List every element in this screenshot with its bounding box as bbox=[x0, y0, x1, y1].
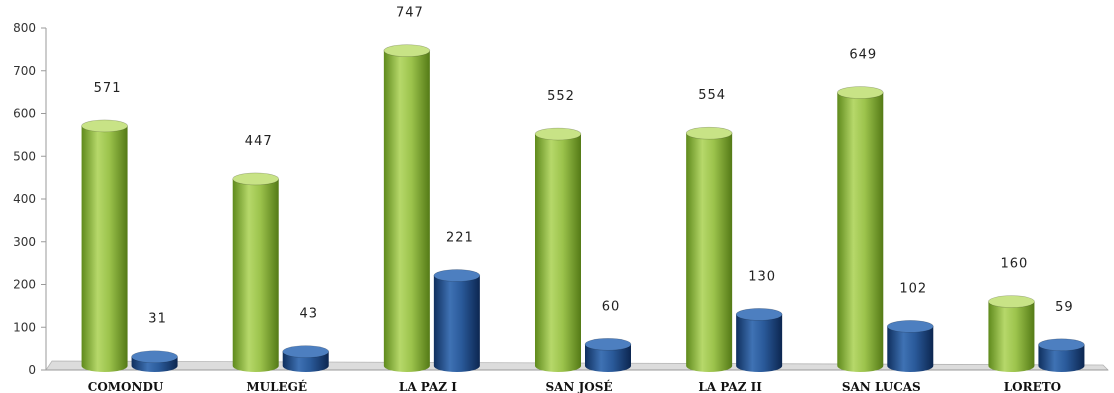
data-label: 554 bbox=[698, 88, 726, 103]
y-tick-label: 700 bbox=[13, 64, 36, 78]
category-labels: COMONDU MULEGÉ LA PAZ I SAN JOSÉ LA PAZ II SA… bbox=[88, 379, 1061, 393]
y-tick-label: 800 bbox=[13, 21, 36, 35]
data-label: 221 bbox=[446, 231, 474, 246]
bar-body bbox=[887, 326, 934, 372]
x-tick-label: LA PAZ I bbox=[399, 380, 457, 393]
data-label: 102 bbox=[899, 281, 927, 296]
bar-top bbox=[886, 320, 934, 333]
bar-blue bbox=[735, 308, 783, 372]
y-tick-labels: 0 100 200 300 400 500 600 700 800 bbox=[13, 21, 46, 377]
data-label: 160 bbox=[1001, 257, 1029, 272]
bar-green bbox=[81, 119, 128, 372]
bar-top bbox=[433, 269, 481, 282]
y-tick-label: 600 bbox=[13, 107, 36, 121]
x-tick-label: MULEGÉ bbox=[246, 379, 307, 393]
bar-top bbox=[584, 338, 632, 351]
bar-body bbox=[837, 92, 884, 373]
bar-green bbox=[383, 44, 431, 372]
y-tick-label: 0 bbox=[28, 363, 36, 377]
bar-body bbox=[736, 314, 783, 372]
y-tick-label: 100 bbox=[13, 320, 36, 334]
y-tick-label: 300 bbox=[13, 235, 36, 249]
data-label: 447 bbox=[245, 134, 273, 149]
bar-blue bbox=[282, 345, 330, 372]
bar-blue bbox=[131, 350, 178, 372]
x-tick-label: SAN LUCAS bbox=[842, 380, 921, 393]
data-label: 747 bbox=[396, 6, 424, 21]
bar-green bbox=[685, 126, 733, 372]
y-tick-label: 400 bbox=[13, 192, 36, 206]
bar-green bbox=[232, 172, 280, 372]
bar-green bbox=[988, 295, 1035, 372]
x-tick-label: LORETO bbox=[1004, 380, 1061, 393]
data-label: 130 bbox=[748, 269, 776, 284]
bar-top bbox=[685, 126, 733, 140]
bar-body bbox=[988, 301, 1035, 372]
bar-green bbox=[836, 86, 884, 373]
data-label: 649 bbox=[849, 48, 877, 63]
data-label: 571 bbox=[94, 81, 122, 96]
bar-top bbox=[81, 119, 128, 133]
bar-body bbox=[232, 178, 279, 372]
y-tick-label: 200 bbox=[13, 278, 36, 292]
bar-body bbox=[81, 125, 128, 372]
bar-blue bbox=[886, 320, 934, 372]
data-labels: 571 31 447 43 747 221 552 60 554 130 649 102 160 59 bbox=[94, 6, 1074, 327]
bar-top bbox=[735, 308, 783, 321]
bar-body bbox=[1038, 344, 1085, 372]
x-tick-label: COMONDU bbox=[88, 380, 164, 393]
data-label: 59 bbox=[1055, 300, 1074, 315]
bar-top bbox=[988, 295, 1035, 308]
data-label: 552 bbox=[547, 89, 575, 104]
bar-top bbox=[534, 127, 582, 141]
bar-top bbox=[836, 86, 884, 99]
data-label: 31 bbox=[148, 312, 167, 327]
data-label: 60 bbox=[602, 299, 621, 314]
bar-body bbox=[686, 133, 733, 372]
bar-body bbox=[585, 344, 631, 372]
bar-top bbox=[383, 44, 431, 57]
bar-blue bbox=[1038, 338, 1085, 372]
bars bbox=[81, 44, 1085, 373]
bar-green bbox=[534, 127, 582, 372]
x-tick-label: SAN JOSÉ bbox=[545, 379, 612, 393]
x-tick-label: LA PAZ II bbox=[698, 380, 762, 393]
bar-body bbox=[383, 50, 430, 372]
bar-top bbox=[282, 345, 330, 358]
bar-body bbox=[433, 275, 480, 372]
bar-top bbox=[1038, 338, 1085, 352]
bar-blue bbox=[584, 338, 632, 372]
bar-top bbox=[232, 172, 280, 186]
bar-body bbox=[535, 134, 581, 372]
y-tick-label: 500 bbox=[13, 149, 36, 163]
bar-blue bbox=[433, 269, 481, 372]
data-label: 43 bbox=[299, 307, 318, 322]
bar-top bbox=[131, 350, 178, 364]
